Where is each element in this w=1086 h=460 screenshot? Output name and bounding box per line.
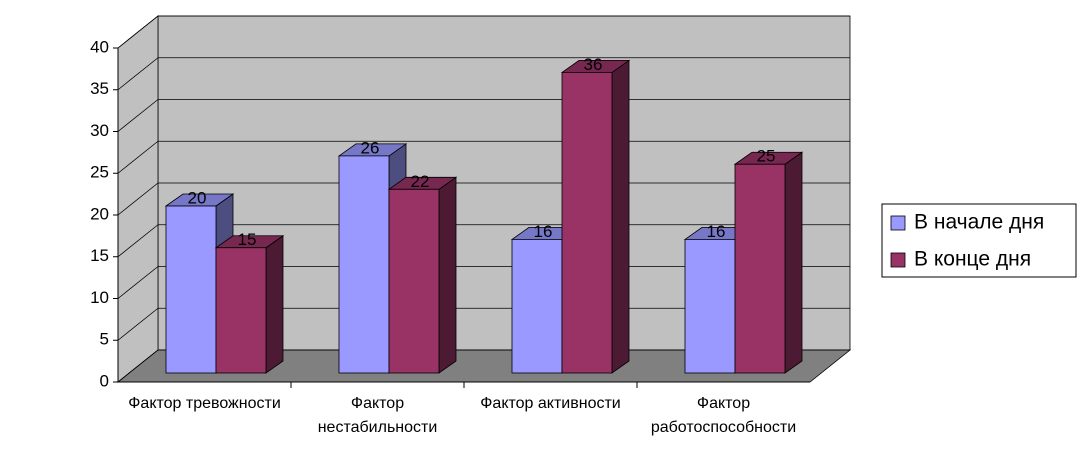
grid-line: [117, 57, 159, 91]
value-label: 26: [361, 138, 380, 157]
y-tick-label: 0: [100, 371, 109, 390]
bar: [165, 205, 217, 374]
bar: [561, 72, 613, 374]
y-tick-label: 25: [90, 163, 109, 182]
y-tick-label: 5: [100, 330, 109, 349]
legend-swatch: [890, 215, 906, 231]
grid-line: [117, 224, 159, 258]
y-tick-label: 20: [90, 204, 109, 223]
legend-label: В начале дня: [914, 211, 1044, 234]
bar-side: [265, 234, 284, 374]
y-tick-label: 40: [90, 37, 109, 56]
legend: [881, 203, 1077, 278]
value-label: 22: [411, 172, 430, 191]
bar: [215, 247, 267, 374]
bar: [511, 238, 563, 374]
bar: [684, 238, 736, 374]
bar: [338, 155, 390, 374]
y-tick-label: 15: [90, 246, 109, 265]
y-tick-label: 10: [90, 288, 109, 307]
grid-line: [117, 140, 159, 174]
bar-side: [438, 176, 457, 374]
x-tick-label: Фактор работоспособности: [650, 395, 797, 436]
y-tick-label: 30: [90, 121, 109, 140]
grid-line: [117, 99, 159, 132]
grid-line: [117, 307, 159, 341]
y-tick-label: 35: [90, 79, 109, 98]
grid-line: [117, 266, 159, 299]
grid-line: [117, 349, 159, 383]
grid-line: [117, 15, 159, 49]
value-label: 16: [534, 222, 553, 241]
x-tick-label: Фактор активности: [480, 395, 621, 412]
legend-label: В конце дня: [914, 248, 1031, 271]
value-label: 15: [238, 230, 257, 249]
x-tick-label: Фактор тревожности: [128, 395, 281, 412]
value-label: 36: [584, 55, 603, 74]
legend-swatch: [890, 252, 906, 268]
value-label: 25: [757, 147, 776, 166]
grid-line: [117, 182, 159, 216]
bar: [388, 188, 440, 374]
value-label: 20: [188, 188, 207, 207]
value-label: 16: [707, 222, 726, 241]
bar: [734, 163, 786, 374]
x-tick-label: Фактор нестабильности: [317, 395, 438, 436]
bar-side: [611, 59, 630, 374]
bar-side: [784, 151, 803, 374]
